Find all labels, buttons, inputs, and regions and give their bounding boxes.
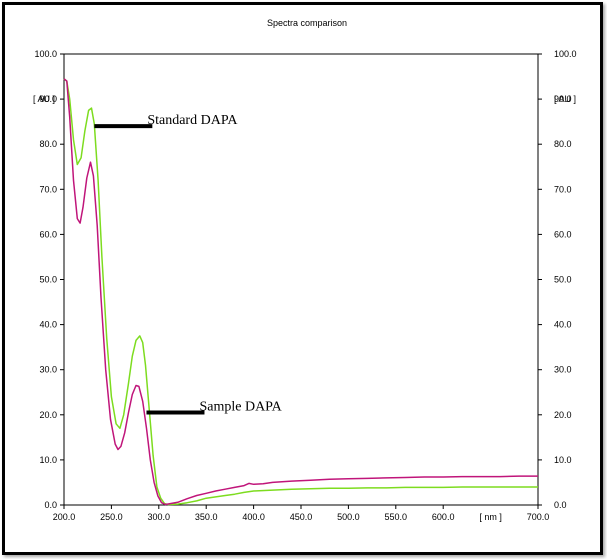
y-tick-label-left: 60.0 xyxy=(39,229,57,239)
annotation-label-sample-dapa: Sample DAPA xyxy=(199,400,282,415)
y-tick-label-right: 90.0 xyxy=(554,94,572,104)
y-tick-label-left: 0.0 xyxy=(44,500,57,510)
x-tick-label: 450.0 xyxy=(290,512,313,522)
x-tick-label: 700.0 xyxy=(527,512,550,522)
x-tick-label: 350.0 xyxy=(195,512,218,522)
y-tick-label-right: 60.0 xyxy=(554,229,572,239)
y-tick-label-right: 50.0 xyxy=(554,275,572,285)
axis-ticks: 0.0 0.0 10.0 10.0 20.0 20.0 30.0 30.0 40.0 40.0 50… xyxy=(33,49,577,522)
x-tick-label: 300.0 xyxy=(148,512,171,522)
y-tick-label-right: 20.0 xyxy=(554,410,572,420)
annotation-label-standard-dapa: Standard DAPA xyxy=(147,113,238,128)
chart-title: Spectra comparison xyxy=(267,18,347,28)
y-tick-label-left: 20.0 xyxy=(39,410,57,420)
y-tick-label-left: 100.0 xyxy=(34,49,57,59)
y-tick-label-left: 80.0 xyxy=(39,139,57,149)
annotation-layer: Standard DAPA Sample DAPA xyxy=(94,113,283,415)
y-tick-label-right: 100.0 xyxy=(554,49,577,59)
y-tick-label-left: 90.0 xyxy=(39,94,57,104)
y-tick-label-left: 70.0 xyxy=(39,184,57,194)
x-tick-label: 550.0 xyxy=(385,512,408,522)
series-layer xyxy=(63,78,538,506)
x-tick-label: 500.0 xyxy=(337,512,360,522)
y-tick-label-right: 30.0 xyxy=(554,365,572,375)
y-tick-label-left: 30.0 xyxy=(39,365,57,375)
plot-area xyxy=(63,53,539,506)
y-tick-label-right: 40.0 xyxy=(554,320,572,330)
y-tick-label-right: 80.0 xyxy=(554,139,572,149)
x-tick-label: 600.0 xyxy=(432,512,455,522)
series-line-sample-dapa xyxy=(63,78,538,506)
chart-frame: Spectra comparison 0.0 0.0 10.0 10.0 20.0 20.… xyxy=(2,2,603,555)
x-tick-label: 200.0 xyxy=(53,512,76,522)
y-unit-label-left: [ AU ] xyxy=(33,94,55,104)
y-unit-label-right: [ AU ] xyxy=(554,94,576,104)
y-tick-label-left: 10.0 xyxy=(39,455,57,465)
y-tick-label-right: 0.0 xyxy=(554,500,567,510)
spectra-chart: Spectra comparison 0.0 0.0 10.0 10.0 20.0 20.… xyxy=(33,18,577,522)
y-tick-label-left: 50.0 xyxy=(39,275,57,285)
y-tick-label-right: 70.0 xyxy=(554,184,572,194)
x-tick-label: 250.0 xyxy=(100,512,123,522)
x-tick-label: 400.0 xyxy=(242,512,265,522)
x-unit-label: [ nm ] xyxy=(479,512,502,522)
series-line-standard-dapa xyxy=(63,78,538,506)
y-tick-label-left: 40.0 xyxy=(39,320,57,330)
y-tick-label-right: 10.0 xyxy=(554,455,572,465)
